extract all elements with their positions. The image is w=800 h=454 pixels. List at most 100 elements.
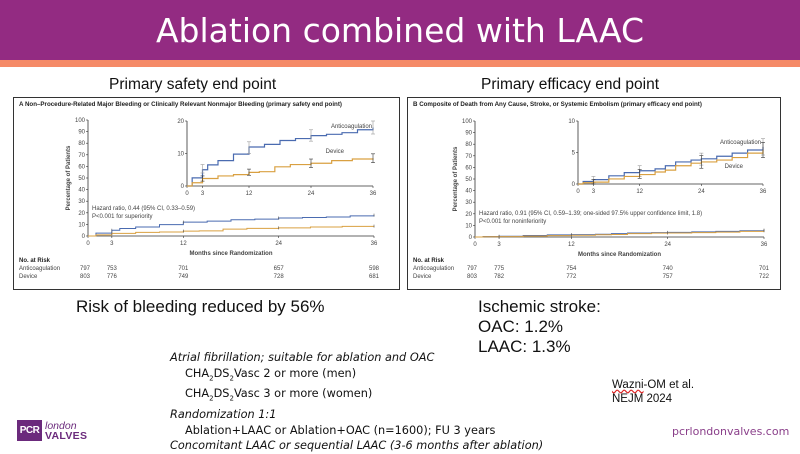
hazard-ratio-annotation: P<0.001 for superiority: [92, 214, 153, 220]
y-tick-label: 50: [465, 177, 472, 183]
accent-bar: [0, 60, 800, 67]
inset-km-curve-device: [578, 149, 764, 185]
at-risk-value: 803: [79, 274, 91, 280]
citation: Wazni-OM et al. NEJM 2024: [612, 378, 694, 406]
inset-x-tick-label: 24: [698, 189, 705, 195]
inset-x-tick-label: 3: [592, 189, 596, 195]
note-arms: Ablation+LAAC or Ablation+OAC (n=1600); …: [185, 423, 496, 437]
km-curve-anticoagulation: [475, 230, 765, 238]
y-tick-label: 80: [78, 141, 85, 147]
y-tick-label: 90: [465, 131, 472, 137]
at-risk-row-label: Device: [19, 274, 38, 280]
inset-x-tick-label: 12: [636, 189, 643, 195]
at-risk-value: 701: [178, 266, 189, 272]
y-tick-label: 40: [78, 188, 85, 194]
x-axis-label: Months since Randomization: [578, 252, 661, 258]
y-tick-label: 100: [462, 119, 473, 125]
inset-x-tick-label: 36: [370, 191, 377, 197]
panel-heading: A Non–Procedure-Related Major Bleeding o…: [19, 101, 342, 108]
at-risk-value: 782: [494, 274, 505, 280]
pcr-london-valves-logo: PCR london VALVES: [17, 420, 87, 441]
y-tick-label: 30: [465, 200, 472, 206]
stroke-oac-rate: OAC: 1.2%: [478, 317, 564, 336]
x-tick-label: 12: [180, 241, 187, 247]
x-tick-label: 12: [568, 242, 575, 248]
y-tick-label: 70: [465, 154, 472, 160]
at-risk-value: 757: [662, 274, 673, 280]
x-axis-label: Months since Randomization: [189, 251, 272, 257]
inset-y-tick-label: 10: [177, 152, 184, 158]
y-tick-label: 0: [82, 234, 86, 240]
bleeding-summary: Risk of bleeding reduced by 56%: [76, 297, 325, 316]
at-risk-title: No. at Risk: [19, 258, 51, 264]
at-risk-row-label: Device: [413, 274, 432, 280]
y-axis-label: Percentage of Patients: [453, 146, 459, 211]
y-tick-label: 0: [469, 235, 473, 241]
x-tick-label: 0: [473, 242, 477, 248]
x-tick-label: 36: [371, 241, 378, 247]
inset-km-curve-device: [187, 158, 374, 187]
at-risk-value: 681: [368, 274, 380, 280]
x-tick-label: 24: [275, 241, 282, 247]
at-risk-value: 803: [466, 274, 478, 280]
inset-y-tick-label: 5: [572, 151, 576, 157]
inset-km-curve-anticoagulation: [578, 146, 764, 185]
at-risk-value: 772: [566, 274, 577, 280]
pcr-badge: PCR: [17, 420, 42, 441]
inset-x-tick-label: 36: [760, 189, 767, 195]
inset-y-tick-label: 10: [568, 119, 575, 125]
inset-km-curve-anticoagulation: [187, 127, 374, 187]
note-population: Atrial fibrillation; suitable for ablati…: [170, 351, 435, 364]
y-tick-label: 10: [465, 223, 472, 229]
at-risk-value: 598: [368, 266, 380, 272]
at-risk-row-label: Anticoagulation: [19, 266, 61, 272]
y-tick-label: 50: [78, 176, 85, 182]
stroke-summary: Ischemic stroke: OAC: 1.2% LAAC: 1.3%: [478, 297, 601, 357]
at-risk-value: 728: [273, 274, 284, 280]
at-risk-value: 776: [106, 274, 117, 280]
at-risk-value: 797: [466, 266, 478, 272]
citation-authors: Wazni-OM et al.: [612, 379, 695, 391]
y-tick-label: 20: [78, 211, 85, 217]
panel-heading: B Composite of Death from Any Cause, Str…: [413, 101, 702, 108]
note-timing: Concomitant LAAC or sequential LAAC (3-6…: [170, 439, 544, 453]
km-curve-device: [88, 225, 375, 237]
y-tick-label: 90: [78, 130, 85, 136]
inset-y-tick-label: 0: [572, 182, 576, 188]
at-risk-value: 722: [758, 274, 770, 280]
at-risk-value: 657: [273, 266, 284, 272]
legend-anticoagulation: Anticoagulation: [720, 140, 761, 146]
efficacy-km-panel: B Composite of Death from Any Cause, Str…: [407, 97, 781, 290]
title-banner: Ablation combined with LAAC: [0, 0, 800, 60]
website-link[interactable]: pcrlondonvalves.com: [672, 425, 790, 438]
at-risk-value: 740: [662, 266, 673, 272]
safety-section-title: Primary safety end point: [109, 76, 277, 93]
x-tick-label: 3: [110, 241, 114, 247]
slide-title: Ablation combined with LAAC: [155, 10, 645, 50]
y-tick-label: 40: [465, 189, 472, 195]
x-tick-label: 3: [497, 242, 501, 248]
inset-x-tick-label: 24: [308, 191, 315, 197]
x-tick-label: 24: [664, 242, 671, 248]
legend-anticoagulation: Anticoagulation: [331, 124, 372, 130]
at-risk-value: 701: [758, 266, 770, 272]
stroke-laac-rate: LAAC: 1.3%: [478, 337, 571, 356]
y-axis-label: Percentage of Patients: [66, 145, 72, 210]
y-tick-label: 70: [78, 153, 85, 159]
at-risk-row-label: Anticoagulation: [413, 266, 455, 272]
x-tick-label: 0: [86, 241, 90, 247]
y-tick-label: 80: [465, 142, 472, 148]
at-risk-value: 749: [178, 274, 189, 280]
hazard-ratio-annotation: P<0.001 for noninferiority: [479, 219, 546, 225]
inset-x-tick-label: 0: [576, 189, 580, 195]
efficacy-section-title: Primary efficacy end point: [481, 76, 660, 93]
trial-design-notes: Atrial fibrillation; suitable for ablati…: [170, 350, 543, 454]
inset-x-tick-label: 3: [201, 191, 205, 197]
inset-y-tick-label: 0: [181, 184, 185, 190]
note-cha2ds2vasc-men: CHA2DS2Vasc 2 or more (men): [185, 366, 357, 382]
citation-journal: NEJM 2024: [612, 393, 673, 405]
hazard-ratio-annotation: Hazard ratio, 0.91 (95% CI, 0.59–1.39; o…: [479, 211, 702, 217]
km-curve-device: [475, 230, 765, 238]
